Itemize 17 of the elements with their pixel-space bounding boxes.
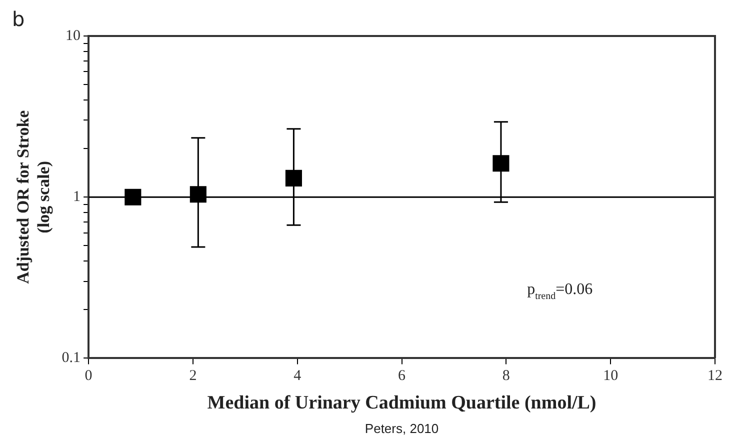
x-tick-label: 8: [502, 368, 510, 384]
y-tick-label: 0.1: [62, 350, 81, 366]
x-tick-label: 0: [84, 368, 92, 384]
x-tick-label: 2: [189, 368, 197, 384]
x-tick-label: 4: [294, 368, 302, 384]
point: [492, 155, 510, 172]
x-tick-label: 10: [603, 368, 618, 384]
y-tick-label: 10: [66, 28, 81, 44]
x-tick-label: 6: [398, 368, 406, 384]
point: [285, 170, 302, 186]
point: [124, 188, 142, 206]
y-tick-label: 1: [73, 189, 81, 206]
x-tick-label: 12: [708, 368, 722, 384]
x-axis-title: Median of Urinary Cadmium Quartile (nmol/L): [207, 392, 596, 414]
y-axis-title: Adjusted OR for Stroke (log scale): [14, 110, 53, 284]
text: b: [12, 7, 25, 31]
text: Peters, 2010: [364, 421, 439, 436]
